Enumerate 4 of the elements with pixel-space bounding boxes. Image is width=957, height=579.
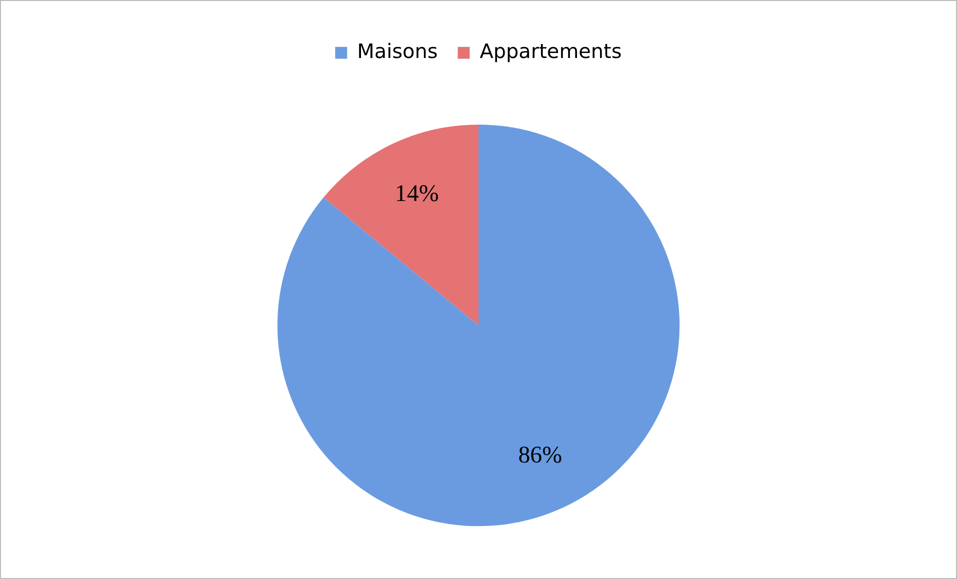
data-label: 14% [394,180,439,207]
data-label: 86% [518,442,562,468]
legend-label: Maisons [357,39,438,63]
legend-label: Appartements [480,39,622,63]
